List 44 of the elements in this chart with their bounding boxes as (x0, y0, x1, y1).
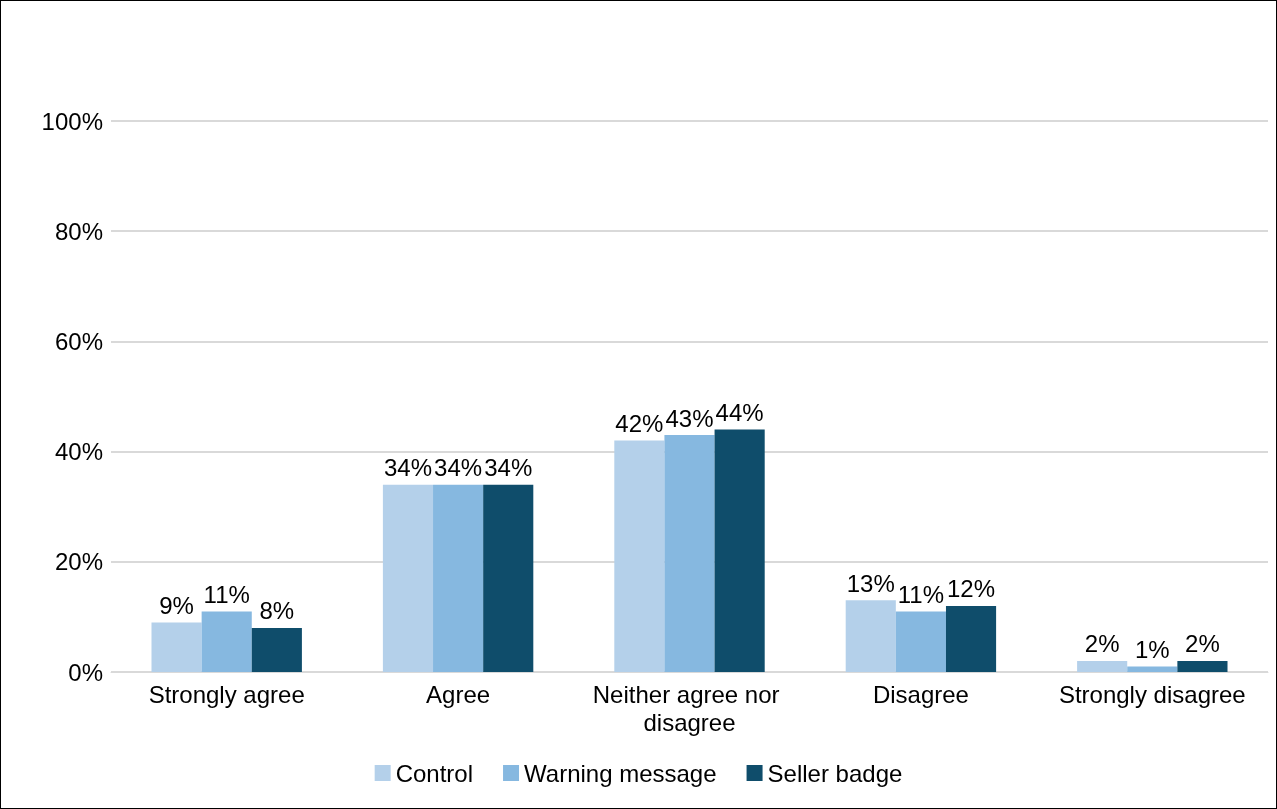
text: 34% (434, 454, 483, 482)
text: 8% (259, 597, 295, 625)
text: 42% (615, 410, 664, 438)
bar (945, 605, 997, 672)
legend-label: Warning message (524, 759, 717, 787)
bar (483, 484, 534, 672)
bar (614, 440, 665, 672)
y-tick-label: 80% (54, 217, 103, 245)
text: 2% (1185, 630, 1220, 658)
x-tick-label: Strongly agree (148, 680, 305, 708)
bar (664, 435, 715, 672)
bar (845, 600, 896, 672)
legend-label: Control (395, 759, 474, 787)
bar (433, 484, 484, 672)
text: 9% (159, 591, 194, 619)
text: 34% (484, 454, 533, 482)
bar (1177, 660, 1228, 672)
text: 44% (715, 399, 764, 427)
text: 43% (665, 404, 714, 432)
text: 13% (846, 569, 895, 597)
x-tick-label: Strongly disagree (1058, 680, 1246, 708)
text: 1% (1134, 635, 1170, 663)
y-tick-label: 20% (54, 548, 103, 576)
text: 2% (1084, 630, 1120, 658)
bar (1077, 660, 1128, 672)
bar (714, 429, 765, 672)
bar (201, 611, 252, 672)
y-tick-label: 60% (54, 327, 103, 355)
y-tick-label: 40% (54, 438, 103, 466)
bar (895, 611, 946, 672)
x-tick-label: Neither agree nor disagree (592, 680, 787, 736)
text: 11% (203, 580, 250, 608)
text: 11% (897, 580, 945, 608)
y-tick-label: 0% (68, 658, 103, 686)
x-tick-label: Disagree (872, 680, 969, 708)
text: 12% (947, 575, 996, 603)
y-tick-label: 100% (41, 107, 103, 135)
legend-label: Seller badge (767, 759, 903, 787)
bar (382, 484, 434, 672)
bar (251, 627, 302, 672)
x-tick-label: Agree (426, 680, 491, 708)
text: 34% (383, 454, 432, 482)
bar (151, 622, 202, 672)
bar (1127, 666, 1178, 672)
